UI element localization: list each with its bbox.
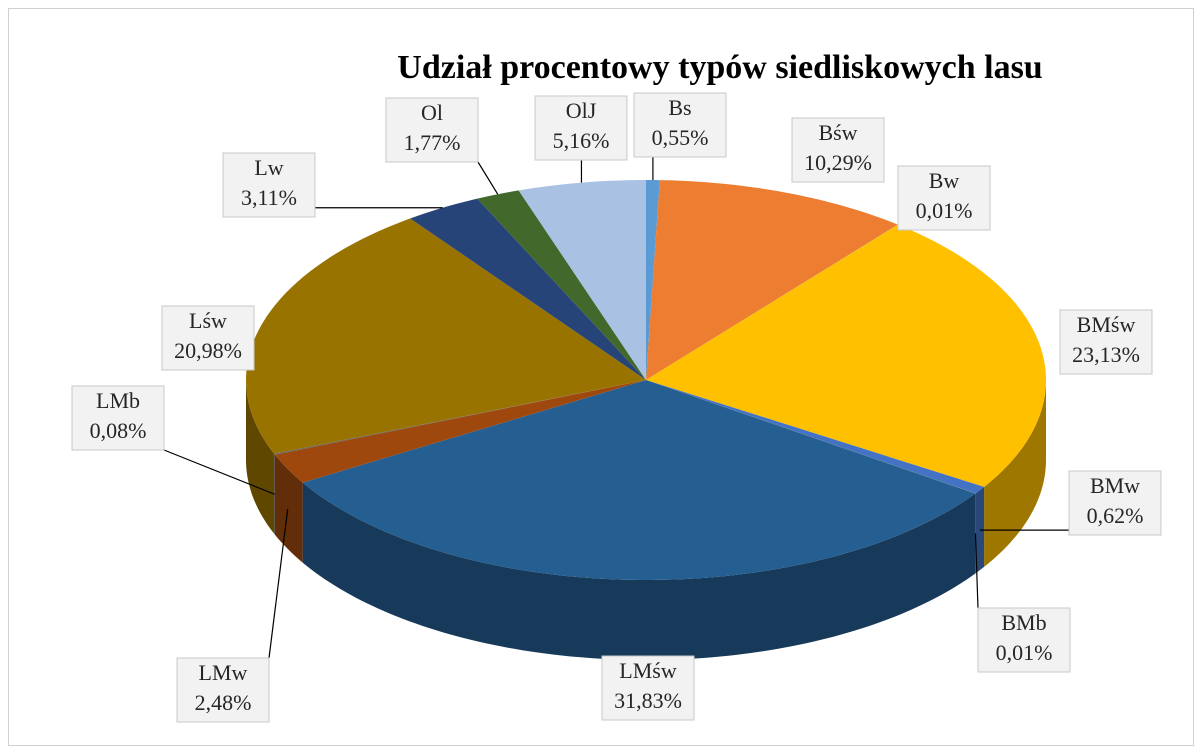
data-label-box [977,607,1071,673]
slice [477,190,646,380]
leader-line [974,533,979,609]
data-label-value: 2,48% [195,690,252,715]
data-label-category: LMśw [619,658,677,683]
slice [646,180,898,380]
data-label-category: LMb [96,388,140,413]
data-label-category: Ol [421,100,443,125]
data-label-box [1068,470,1162,536]
leader-line [477,161,499,195]
slice-side [302,482,976,660]
data-label-category: Lw [254,155,283,180]
data-label-box [534,95,628,161]
slice [518,180,646,380]
data-label-value: 3,11% [241,185,297,210]
data-label-value: 0,62% [1087,503,1144,528]
data-label-value: 0,01% [916,198,973,223]
data-label-box [71,385,165,451]
slice [646,224,899,380]
slice [274,380,646,483]
data-label-box [601,655,695,721]
data-label-box [161,305,255,371]
data-label-box [176,657,270,723]
data-label-value: 1,77% [404,130,461,155]
slice [646,380,985,494]
data-label-category: LMw [199,660,248,685]
data-label-value: 20,98% [174,338,242,363]
data-label-category: Bw [929,168,960,193]
slice [646,380,976,494]
data-label-category: BMb [1001,610,1046,635]
slice-side [274,454,303,563]
slice [274,380,646,455]
data-label-value: 0,55% [652,125,709,150]
slice-side [984,380,1046,567]
data-label-category: Bśw [818,120,857,145]
slice [646,180,660,380]
slice-side [246,380,275,534]
data-label-category: BMw [1090,473,1140,498]
data-label-category: Bs [668,95,691,120]
slice [410,198,646,380]
slice [302,380,976,580]
data-label-box [1059,309,1153,375]
data-label-category: BMśw [1077,312,1136,337]
slice [246,218,646,454]
data-label-category: Lśw [189,308,227,333]
slice-side [274,453,275,535]
data-label-value: 5,16% [553,128,610,153]
data-label-box [385,97,479,163]
chart-title: Udział procentowy typów siedliskowych la… [397,49,1042,86]
data-label-value: 23,13% [1072,342,1140,367]
data-label-box [222,152,316,218]
leader-line [268,508,289,659]
data-label-value: 0,08% [90,418,147,443]
slice-side [975,486,985,574]
data-label-box [633,92,727,158]
data-label-value: 0,01% [996,640,1053,665]
data-label-box [897,165,991,231]
data-label-value: 10,29% [804,150,872,175]
slice [646,224,1046,487]
data-label-value: 31,83% [614,688,682,713]
data-label-category: OlJ [566,98,597,123]
leader-line [163,449,275,495]
data-label-box [791,117,885,183]
